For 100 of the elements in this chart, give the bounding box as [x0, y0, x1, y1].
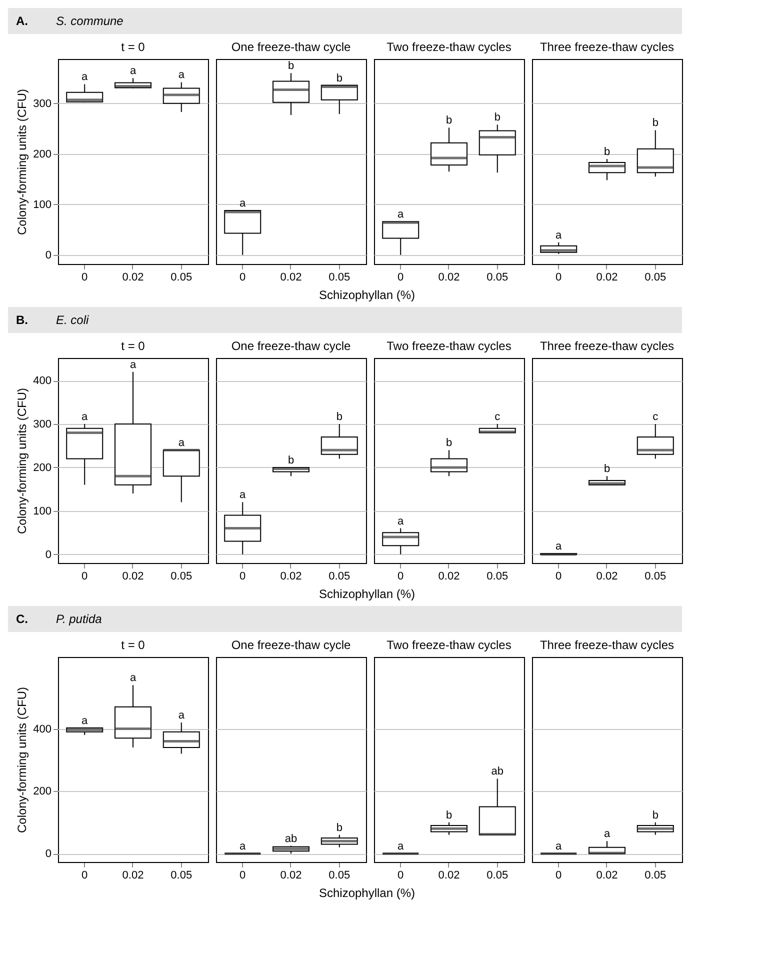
y-tick-label: 400 [33, 375, 52, 388]
annotation: a [240, 840, 247, 853]
y-tick-label: 0 [45, 548, 52, 561]
y-tick-label: 100 [33, 198, 52, 211]
chart-title: One freeze-thaw cycle [231, 638, 352, 652]
annotation: a [178, 437, 186, 450]
x-tick-label: 0.02 [596, 570, 618, 582]
chart-title: Three freeze-thaw cycles [540, 339, 674, 353]
chart-title: t = 0 [121, 40, 146, 54]
chart-title: Three freeze-thaw cycles [540, 638, 674, 652]
x-tick-label: 0 [82, 272, 88, 284]
chart-title: t = 0 [121, 638, 146, 652]
x-tick-label: 0.05 [644, 570, 666, 582]
x-tick-label: 0.05 [170, 570, 192, 582]
x-tick-label: 0.05 [486, 570, 508, 582]
x-tick-label: 0.05 [328, 272, 350, 284]
annotation: a [130, 672, 137, 684]
text: A. [16, 14, 28, 28]
y-tick-label: 0 [45, 249, 52, 262]
annotation: a [398, 208, 405, 221]
x-tick-label: 0.05 [644, 870, 666, 882]
text: B. [16, 313, 28, 327]
chart-title: One freeze-thaw cycle [231, 339, 352, 353]
y-tick-label: 300 [33, 98, 52, 110]
annotation: a [556, 229, 563, 242]
annotation: b [446, 114, 452, 127]
x-tick-label: 0.02 [122, 570, 144, 582]
x-tick-label: 0.05 [486, 272, 508, 284]
x-tick-label: 0 [398, 570, 404, 582]
x-tick-label: 0.05 [328, 870, 350, 882]
y-tick-label: 200 [33, 786, 52, 798]
text: E. coli [56, 313, 90, 327]
y-tick-label: 0 [45, 848, 52, 860]
annotation: a [82, 714, 89, 727]
y-axis-title: Colony-forming units (CFU) [15, 88, 30, 236]
annotation: b [446, 437, 452, 450]
annotation: a [398, 840, 405, 853]
x-tick-label: 0.02 [596, 870, 618, 882]
x-tick-label: 0.02 [280, 272, 302, 284]
annotation: a [240, 489, 247, 502]
y-tick-label: 200 [33, 462, 52, 474]
y-axis-title: Colony-forming units (CFU) [15, 388, 30, 534]
x-tick-label: 0 [556, 870, 562, 882]
annotation: c [652, 411, 659, 424]
annotation: a [178, 69, 186, 82]
annotation: b [336, 822, 342, 834]
y-axis-title: Colony-forming units (CFU) [15, 686, 30, 834]
chart-title: Three freeze-thaw cycles [540, 40, 674, 54]
text: Schizophyllan (%) [318, 288, 416, 302]
annotation: c [494, 411, 501, 424]
x-tick-label: 0.02 [596, 272, 618, 284]
chart-title: Two freeze-thaw cycles [386, 339, 512, 353]
x-tick-label: 0 [240, 272, 246, 284]
chart-title: Two freeze-thaw cycles [386, 638, 512, 652]
annotation: b [288, 60, 294, 72]
x-tick-label: 0 [240, 870, 246, 882]
annotation: ab [491, 766, 504, 778]
x-tick-label: 0.05 [170, 870, 192, 882]
x-tick-label: 0 [398, 870, 404, 882]
x-tick-label: 0.05 [170, 272, 192, 284]
x-tick-label: 0.02 [438, 870, 460, 882]
annotation: b [652, 809, 658, 822]
annotation: ab [284, 832, 298, 845]
x-tick-label: 0.02 [280, 570, 302, 582]
x-tick-label: 0.02 [122, 272, 144, 284]
x-tick-label: 0.02 [122, 870, 144, 882]
x-tick-label: 0 [556, 570, 562, 582]
x-tick-label: 0 [556, 272, 562, 284]
annotation: a [82, 71, 89, 84]
annotation: a [398, 515, 405, 528]
text: P. putida [56, 612, 102, 626]
y-tick-label: 200 [33, 148, 52, 160]
y-tick-label: 300 [33, 418, 52, 431]
x-tick-label: 0.02 [438, 570, 460, 582]
x-tick-label: 0 [82, 570, 88, 582]
text: C. [16, 612, 28, 626]
annotation: b [604, 463, 610, 476]
x-tick-label: 0 [398, 272, 404, 284]
text: S. commune [56, 14, 124, 28]
annotation: b [652, 117, 658, 130]
text: Schizophyllan (%) [318, 587, 416, 601]
chart-title: t = 0 [121, 339, 146, 353]
annotation: b [604, 146, 610, 158]
annotation: b [288, 454, 294, 466]
chart-title: Two freeze-thaw cycles [386, 40, 512, 54]
text: Schizophyllan (%) [318, 886, 416, 900]
annotation: a [556, 540, 563, 552]
annotation: a [178, 710, 186, 722]
annotation: a [82, 411, 89, 424]
chart-title: One freeze-thaw cycle [231, 40, 352, 54]
x-tick-label: 0.02 [280, 870, 302, 882]
x-tick-label: 0.02 [438, 272, 460, 284]
x-tick-label: 0.05 [486, 870, 508, 882]
x-tick-label: 0 [240, 570, 246, 582]
x-tick-label: 0 [82, 870, 88, 882]
annotation: b [446, 809, 452, 822]
annotation: b [336, 72, 342, 84]
x-tick-label: 0.05 [644, 272, 666, 284]
annotation: a [556, 840, 563, 853]
annotation: b [336, 411, 342, 424]
